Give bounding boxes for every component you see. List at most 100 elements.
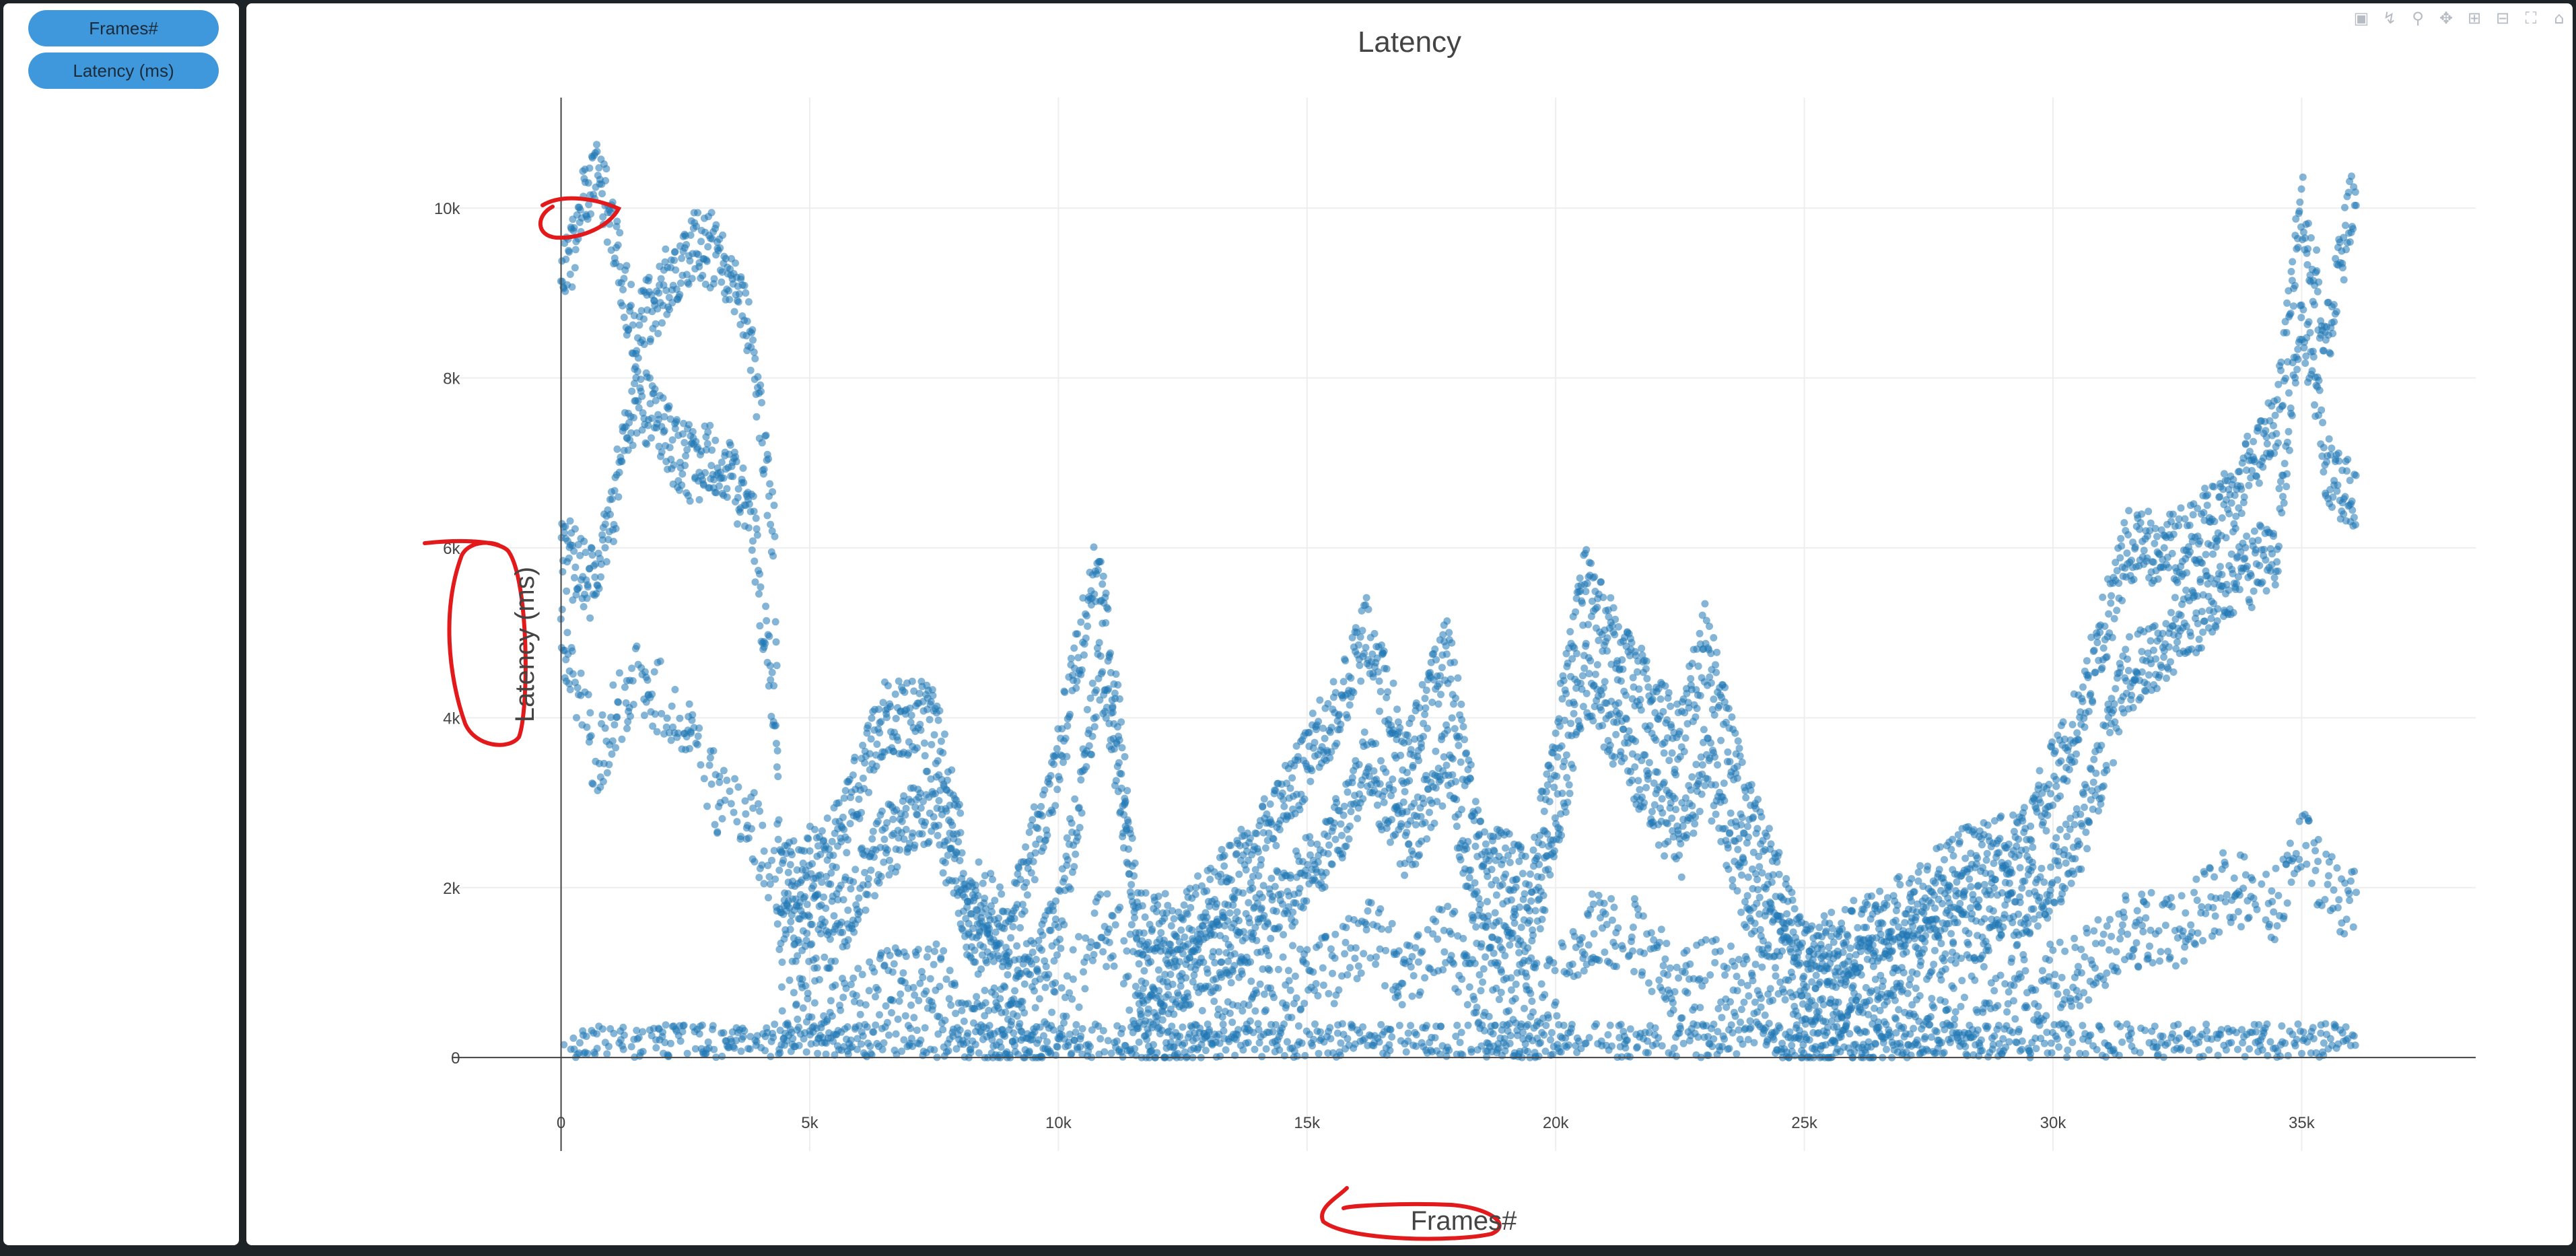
- zoom-in-icon[interactable]: ⊞: [2467, 9, 2482, 28]
- data-point: [613, 217, 621, 225]
- data-point: [1473, 1004, 1481, 1012]
- data-point: [855, 894, 863, 902]
- reset-axes-icon[interactable]: ⌂: [2554, 9, 2565, 28]
- data-point: [753, 525, 761, 533]
- data-point: [1611, 942, 1620, 950]
- data-point: [935, 797, 943, 804]
- data-point: [1377, 1020, 1385, 1028]
- data-point: [1523, 973, 1531, 981]
- data-point: [1629, 923, 1637, 932]
- data-point: [1444, 903, 1452, 911]
- data-point: [667, 736, 675, 744]
- data-point: [599, 777, 607, 786]
- data-point: [570, 547, 578, 555]
- data-point: [939, 869, 947, 877]
- data-point: [1262, 1006, 1270, 1014]
- autoscale-icon[interactable]: ⛶: [2525, 9, 2537, 28]
- data-point: [625, 419, 633, 427]
- data-point: [1060, 1019, 1068, 1027]
- data-point: [1683, 946, 1691, 954]
- data-point: [929, 691, 937, 699]
- data-point: [1408, 992, 1416, 1000]
- download-plot-icon[interactable]: ▣: [2353, 9, 2369, 28]
- data-point: [1187, 904, 1195, 911]
- data-point: [1410, 800, 1418, 807]
- data-point: [565, 680, 573, 688]
- frames-button[interactable]: Frames#: [28, 10, 219, 46]
- data-point: [662, 1021, 670, 1029]
- data-point: [1560, 1021, 1568, 1029]
- data-point: [971, 946, 979, 954]
- data-point: [1549, 1050, 1557, 1058]
- data-point: [1117, 770, 1125, 778]
- data-point: [652, 396, 660, 405]
- pan-icon[interactable]: ✥: [2439, 9, 2453, 28]
- data-point: [744, 834, 753, 842]
- data-point: [971, 958, 979, 966]
- data-point: [1153, 1049, 1161, 1057]
- data-point: [926, 975, 934, 983]
- data-point: [1183, 910, 1191, 918]
- data-point: [1057, 984, 1066, 992]
- data-point: [1579, 703, 1587, 711]
- data-point: [633, 347, 641, 355]
- data-point: [1093, 942, 1101, 950]
- data-point: [890, 960, 898, 968]
- data-point: [1609, 604, 1617, 612]
- data-point: [795, 938, 803, 946]
- data-point: [601, 520, 609, 528]
- latency-button[interactable]: Latency (ms): [28, 53, 219, 89]
- data-point: [1307, 777, 1315, 786]
- data-point: [666, 415, 674, 423]
- scatter-chart[interactable]: Latency 05k10k15k20k25k30k35k02k4k6k8k10…: [246, 3, 2573, 1245]
- data-point: [772, 722, 779, 730]
- data-point: [676, 1037, 685, 1045]
- plot-panel[interactable]: ▣ ↯ ⚲ ✥ ⊞ ⊟ ⛶ ⌂ Latency 05k10k15k20k25k3…: [246, 3, 2573, 1245]
- data-point: [975, 858, 983, 866]
- data-point: [1311, 738, 1319, 746]
- zoom-icon[interactable]: ⚲: [2412, 9, 2424, 28]
- data-point: [1512, 980, 1520, 988]
- data-point: [1124, 818, 1132, 827]
- data-point: [1115, 759, 1123, 767]
- data-point: [1309, 1042, 1317, 1050]
- data-point: [851, 866, 860, 874]
- data-point: [1482, 840, 1490, 848]
- data-point: [908, 677, 916, 685]
- data-point: [1677, 873, 1685, 881]
- data-point: [820, 893, 828, 901]
- data-point: [1566, 628, 1574, 635]
- data-point: [1397, 751, 1405, 759]
- data-point: [1547, 764, 1555, 772]
- data-point: [729, 473, 737, 481]
- data-point: [1647, 929, 1655, 937]
- data-point: [840, 825, 848, 833]
- data-point: [1049, 907, 1057, 915]
- data-point: [1045, 971, 1053, 979]
- data-point: [615, 468, 623, 477]
- data-point: [885, 871, 893, 879]
- data-point: [1546, 871, 1554, 879]
- zoom-out-icon[interactable]: ⊟: [2495, 9, 2510, 28]
- data-point: [1599, 594, 1607, 602]
- data-point: [1606, 1021, 1614, 1029]
- data-point: [629, 677, 637, 685]
- data-point: [1388, 1033, 1396, 1041]
- data-point: [1011, 987, 1019, 995]
- data-point: [1491, 1021, 1499, 1029]
- data-point: [1090, 543, 1098, 551]
- data-point: [862, 1001, 870, 1009]
- data-point: [931, 947, 938, 955]
- data-point: [679, 430, 687, 438]
- data-point: [872, 762, 880, 770]
- compare-data-icon[interactable]: ↯: [2382, 9, 2397, 28]
- data-point: [1347, 808, 1355, 816]
- data-point: [563, 629, 571, 637]
- data-point: [915, 689, 924, 697]
- data-point: [734, 485, 742, 493]
- data-point: [1022, 878, 1031, 886]
- data-point: [1251, 1007, 1259, 1015]
- data-point: [763, 512, 771, 520]
- data-point: [1094, 566, 1102, 574]
- data-point: [618, 735, 626, 743]
